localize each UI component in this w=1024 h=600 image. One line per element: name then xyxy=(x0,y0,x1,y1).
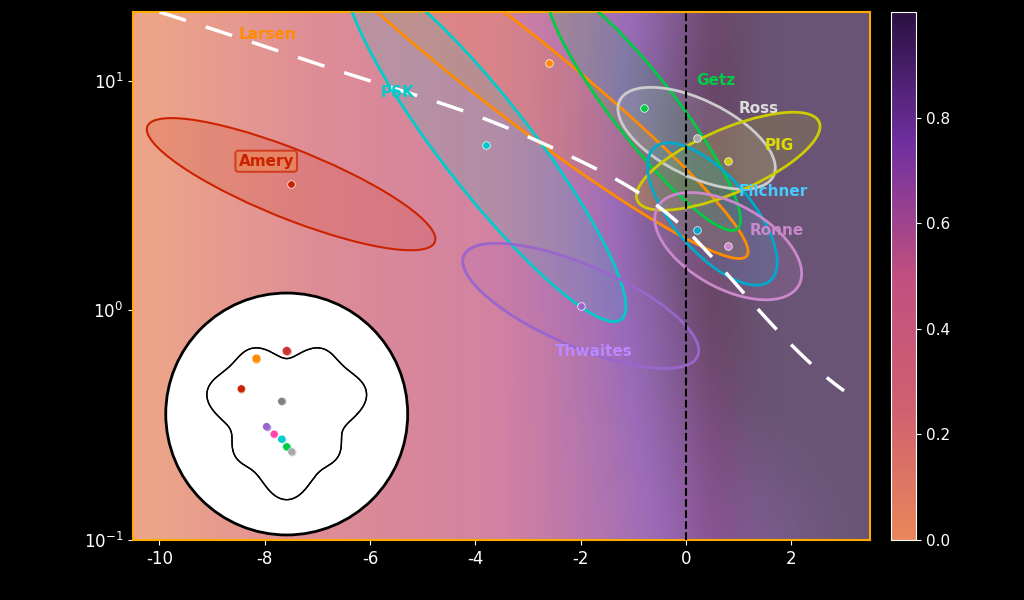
Ellipse shape xyxy=(636,112,820,210)
Ellipse shape xyxy=(547,0,740,230)
Point xyxy=(572,301,589,311)
Point xyxy=(258,422,274,431)
Point xyxy=(636,104,652,113)
Point xyxy=(284,447,300,457)
Point xyxy=(273,397,290,406)
Point xyxy=(279,442,295,452)
Text: Ronne: Ronne xyxy=(750,223,804,238)
Point xyxy=(279,442,295,452)
Text: Amery: Amery xyxy=(239,154,294,169)
Point xyxy=(720,157,736,166)
Point xyxy=(273,434,290,444)
Point xyxy=(284,447,300,457)
Point xyxy=(258,422,274,431)
Point xyxy=(266,430,283,439)
Point xyxy=(283,179,299,189)
Circle shape xyxy=(166,293,408,535)
Ellipse shape xyxy=(463,243,698,368)
Point xyxy=(266,430,283,439)
Point xyxy=(720,241,736,251)
Ellipse shape xyxy=(647,143,777,285)
Text: Amery: Amery xyxy=(239,154,294,169)
Point xyxy=(248,354,264,364)
Ellipse shape xyxy=(346,0,626,322)
Ellipse shape xyxy=(654,193,802,300)
Point xyxy=(279,346,295,356)
Text: PSK: PSK xyxy=(381,85,415,100)
Text: Getz: Getz xyxy=(696,73,735,88)
Point xyxy=(688,225,705,235)
Point xyxy=(688,133,705,143)
Point xyxy=(233,384,250,394)
Point xyxy=(279,346,295,356)
Text: Ross: Ross xyxy=(738,101,779,116)
Point xyxy=(541,58,557,67)
Text: Filchner: Filchner xyxy=(738,184,808,199)
Circle shape xyxy=(166,293,408,535)
Text: Thwaites: Thwaites xyxy=(554,344,632,359)
Point xyxy=(273,434,290,444)
Ellipse shape xyxy=(255,0,749,259)
Point xyxy=(478,140,495,150)
Ellipse shape xyxy=(146,118,435,250)
Point xyxy=(273,397,290,406)
Ellipse shape xyxy=(617,88,775,189)
Text: Larsen: Larsen xyxy=(239,28,296,43)
Text: PIG: PIG xyxy=(765,137,795,152)
Point xyxy=(233,384,250,394)
Point xyxy=(248,354,264,364)
